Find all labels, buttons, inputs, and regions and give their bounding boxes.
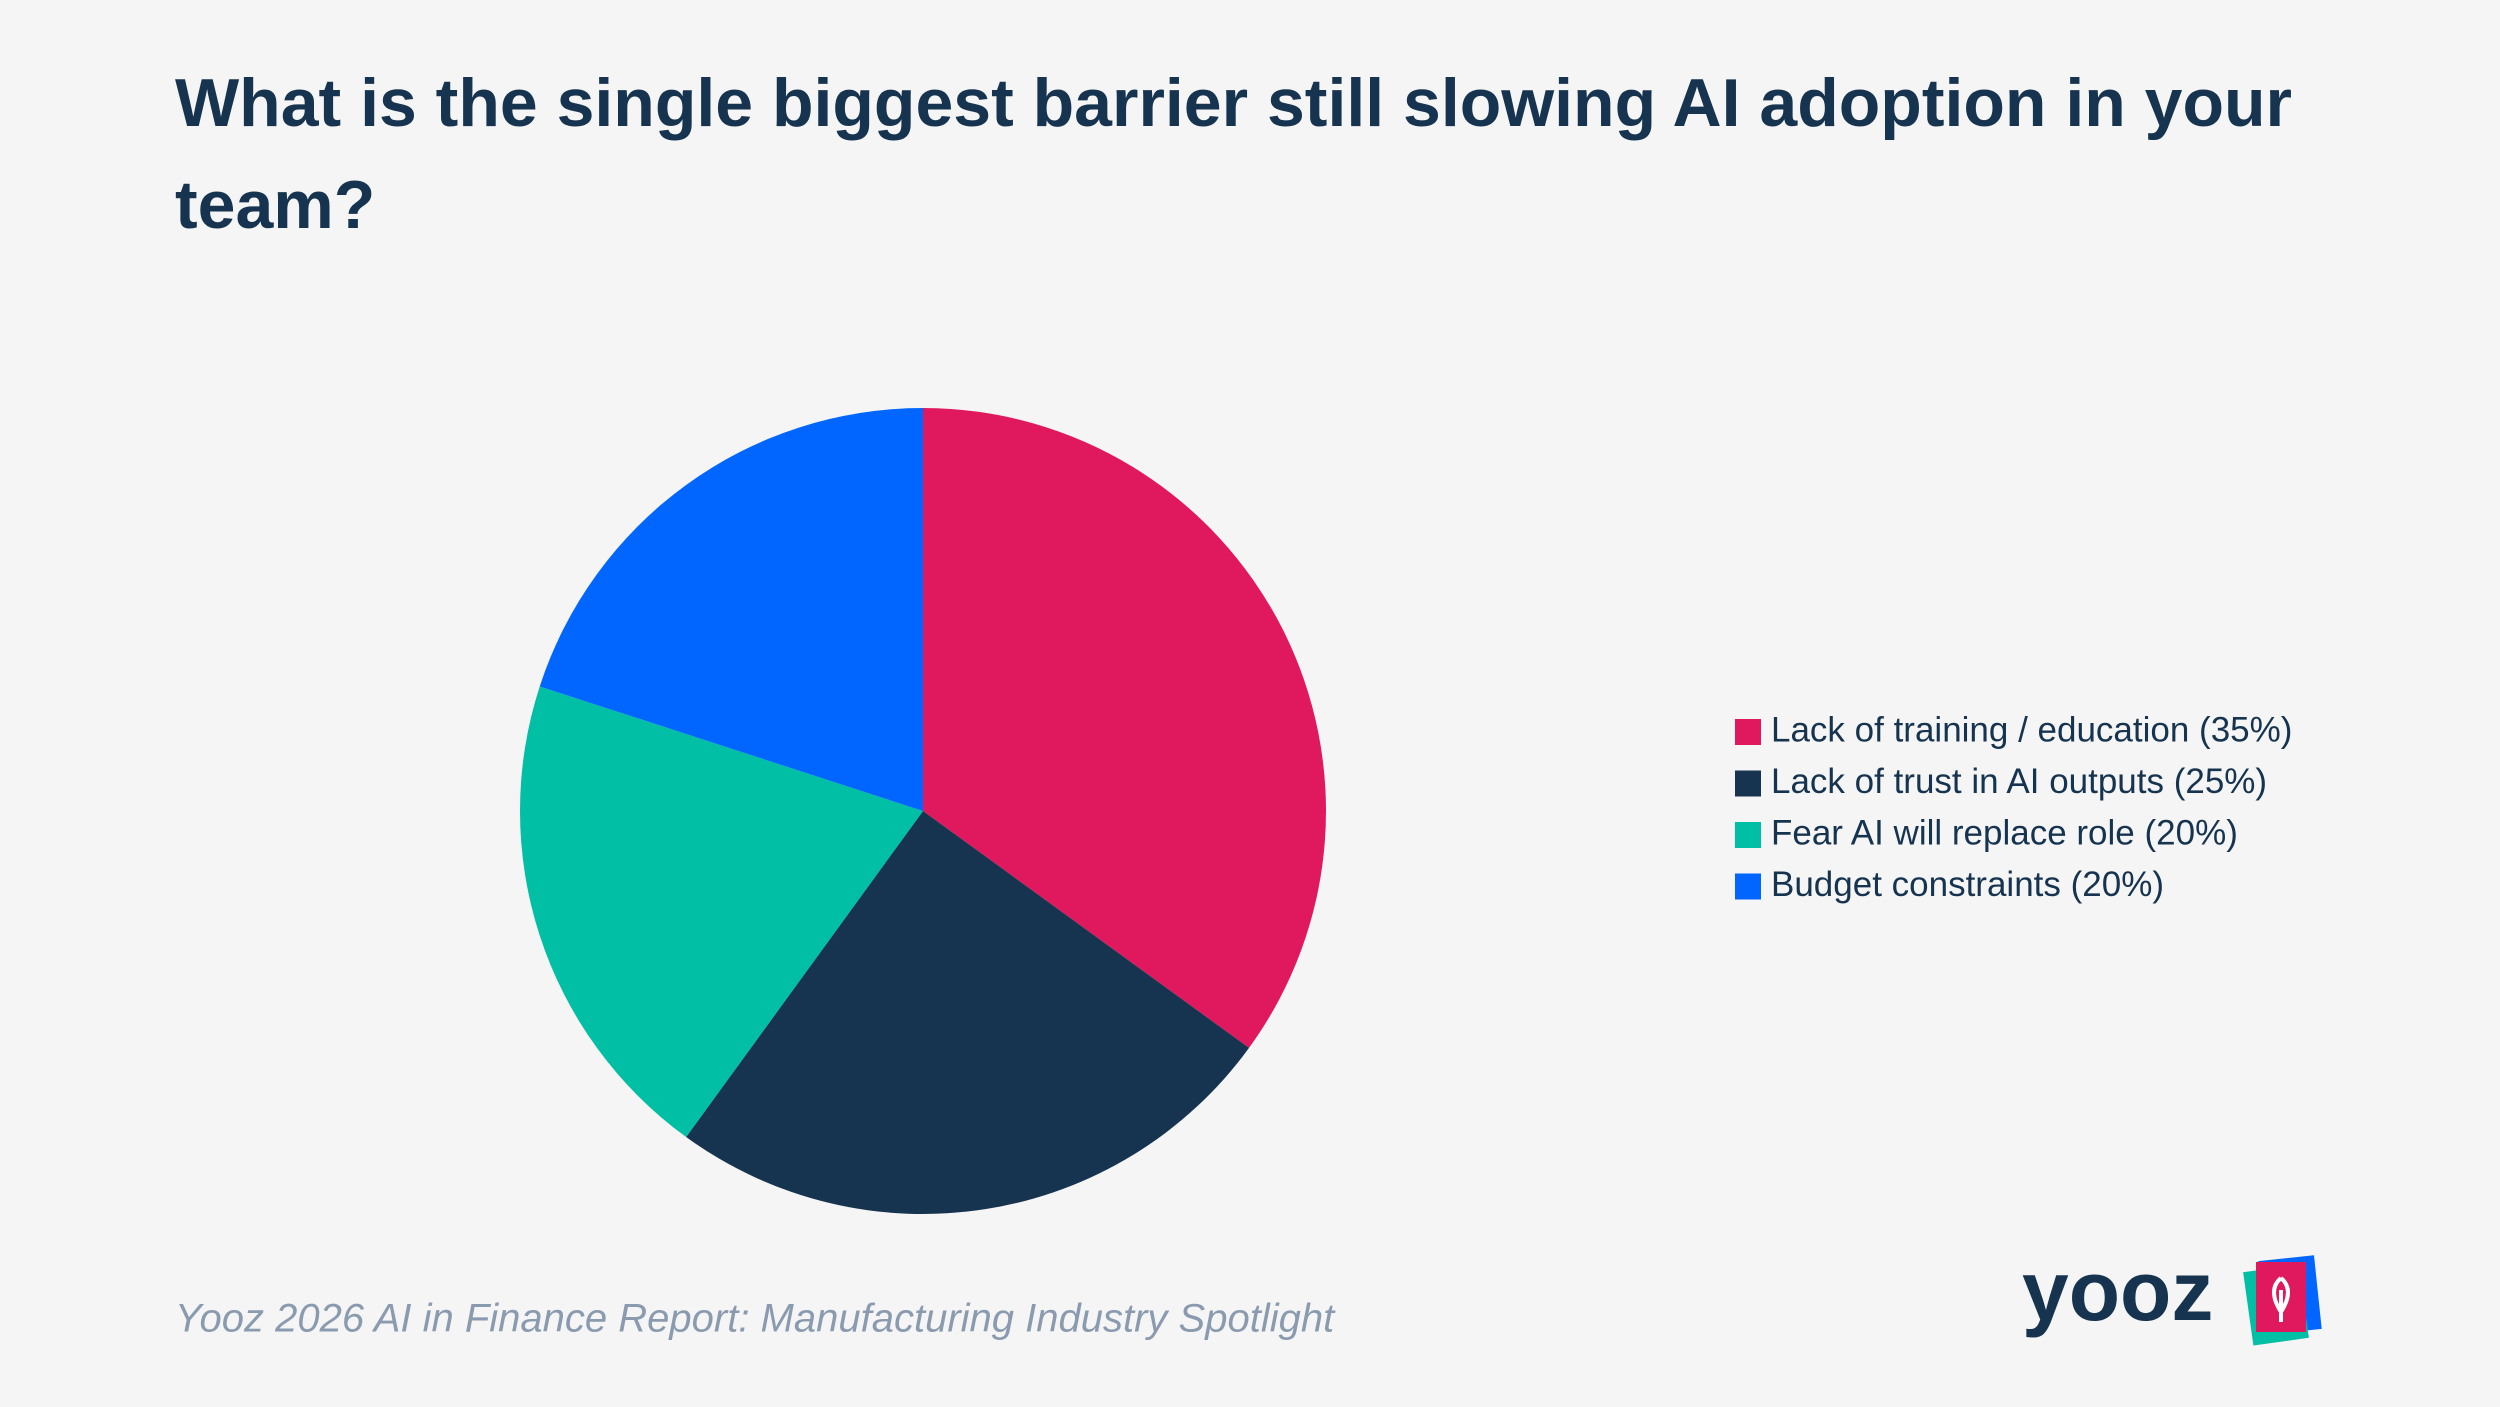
legend-label: Lack of trust in AI outputs (25%) xyxy=(1771,762,2267,801)
pie-slice xyxy=(686,811,1250,1214)
pie-slice xyxy=(539,408,923,811)
source-note: Yooz 2026 AI in Finance Report: Manufact… xyxy=(175,1297,1336,1341)
legend-label: Lack of training / education (35%) xyxy=(1771,710,2292,749)
legend-swatch xyxy=(1735,770,1761,797)
logo-text: yooz xyxy=(2022,1244,2213,1338)
pie-slice xyxy=(520,686,923,1138)
pie xyxy=(520,408,1326,1214)
legend-swatch xyxy=(1735,822,1761,848)
logo-leaf xyxy=(2272,1276,2290,1322)
legend-label: Fear AI will replace role (20%) xyxy=(1771,813,2238,852)
pie-slice xyxy=(923,408,1326,1048)
legend-swatch xyxy=(1735,719,1761,745)
logo-icon xyxy=(2243,1255,2322,1346)
chart-title: What is the single biggest barrier still… xyxy=(175,65,2292,243)
legend: Lack of training / education (35%) Lack o… xyxy=(1735,710,2292,904)
legend-label: Budget constraints (20%) xyxy=(1771,865,2164,904)
legend-swatch xyxy=(1735,873,1761,900)
